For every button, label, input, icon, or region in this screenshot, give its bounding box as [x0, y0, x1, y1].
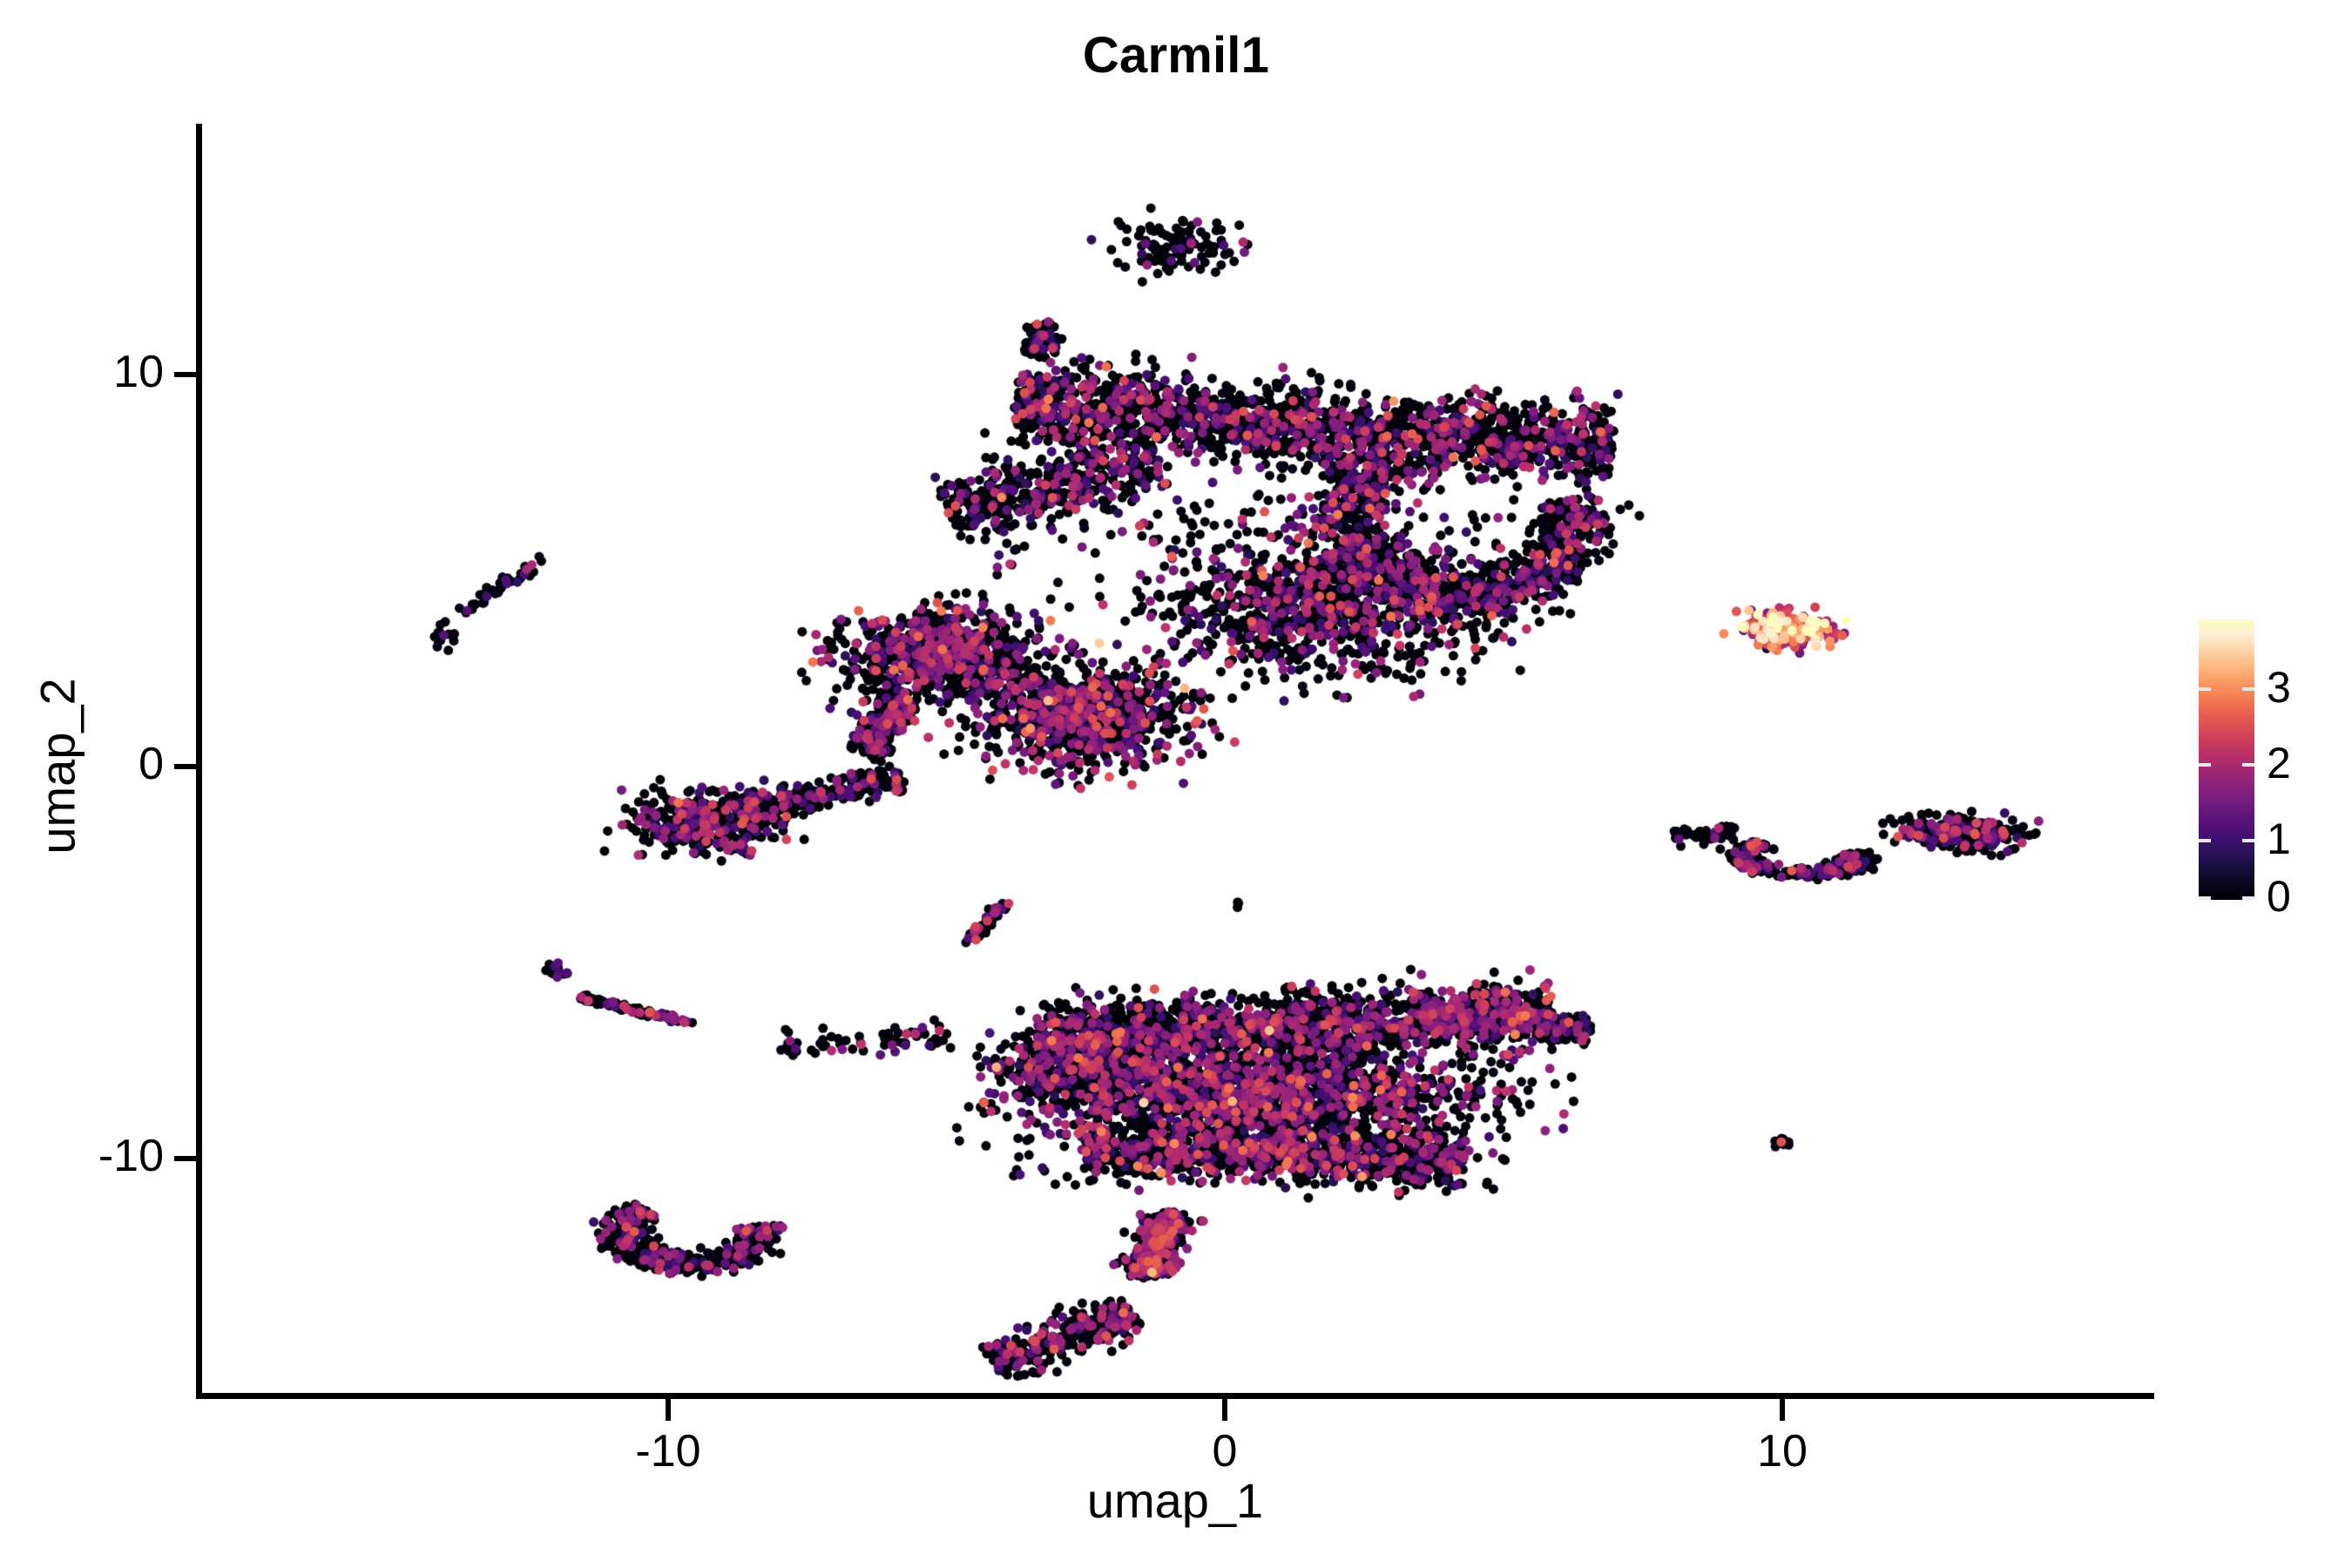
colorbar-gradient: [2199, 619, 2254, 900]
x-tick-mark-neg10: [666, 1398, 671, 1421]
x-tick-label-0: 0: [1212, 1426, 1238, 1477]
colorbar-tick-3-right: [2242, 687, 2254, 691]
colorbar-tick-1-left: [2199, 839, 2211, 842]
x-tick-mark-0: [1222, 1398, 1227, 1421]
y-tick-label-0: 0: [139, 739, 164, 789]
y-tick-mark-neg10: [174, 1156, 197, 1161]
x-tick-mark-10: [1780, 1398, 1785, 1421]
x-tick-label-10: 10: [1757, 1426, 1808, 1477]
x-tick-label-neg10: -10: [635, 1426, 701, 1477]
colorbar-tick-0-left: [2199, 896, 2211, 900]
colorbar-label-3: 3: [2267, 663, 2291, 712]
y-tick-label-10: 10: [113, 347, 164, 397]
y-tick-mark-10: [174, 372, 197, 377]
colorbar-tick-0-right: [2242, 896, 2254, 900]
colorbar-tick-2-left: [2199, 763, 2211, 767]
colorbar-label-0: 0: [2267, 872, 2291, 921]
x-axis-line: [196, 1393, 2154, 1399]
y-axis-title: umap_2: [30, 678, 85, 855]
colorbar-tick-2-right: [2242, 763, 2254, 767]
colorbar-tick-1-right: [2242, 839, 2254, 842]
colorbar-legend: 3 2 1 0: [2199, 619, 2347, 918]
y-tick-label-neg10: -10: [98, 1131, 164, 1181]
y-tick-mark-0: [174, 764, 197, 769]
colorbar-tick-3-left: [2199, 687, 2211, 691]
x-axis-title: umap_1: [1086, 1473, 1264, 1528]
colorbar-label-2: 2: [2267, 739, 2291, 787]
y-axis-line: [196, 124, 202, 1397]
colorbar-label-1: 1: [2267, 814, 2291, 863]
